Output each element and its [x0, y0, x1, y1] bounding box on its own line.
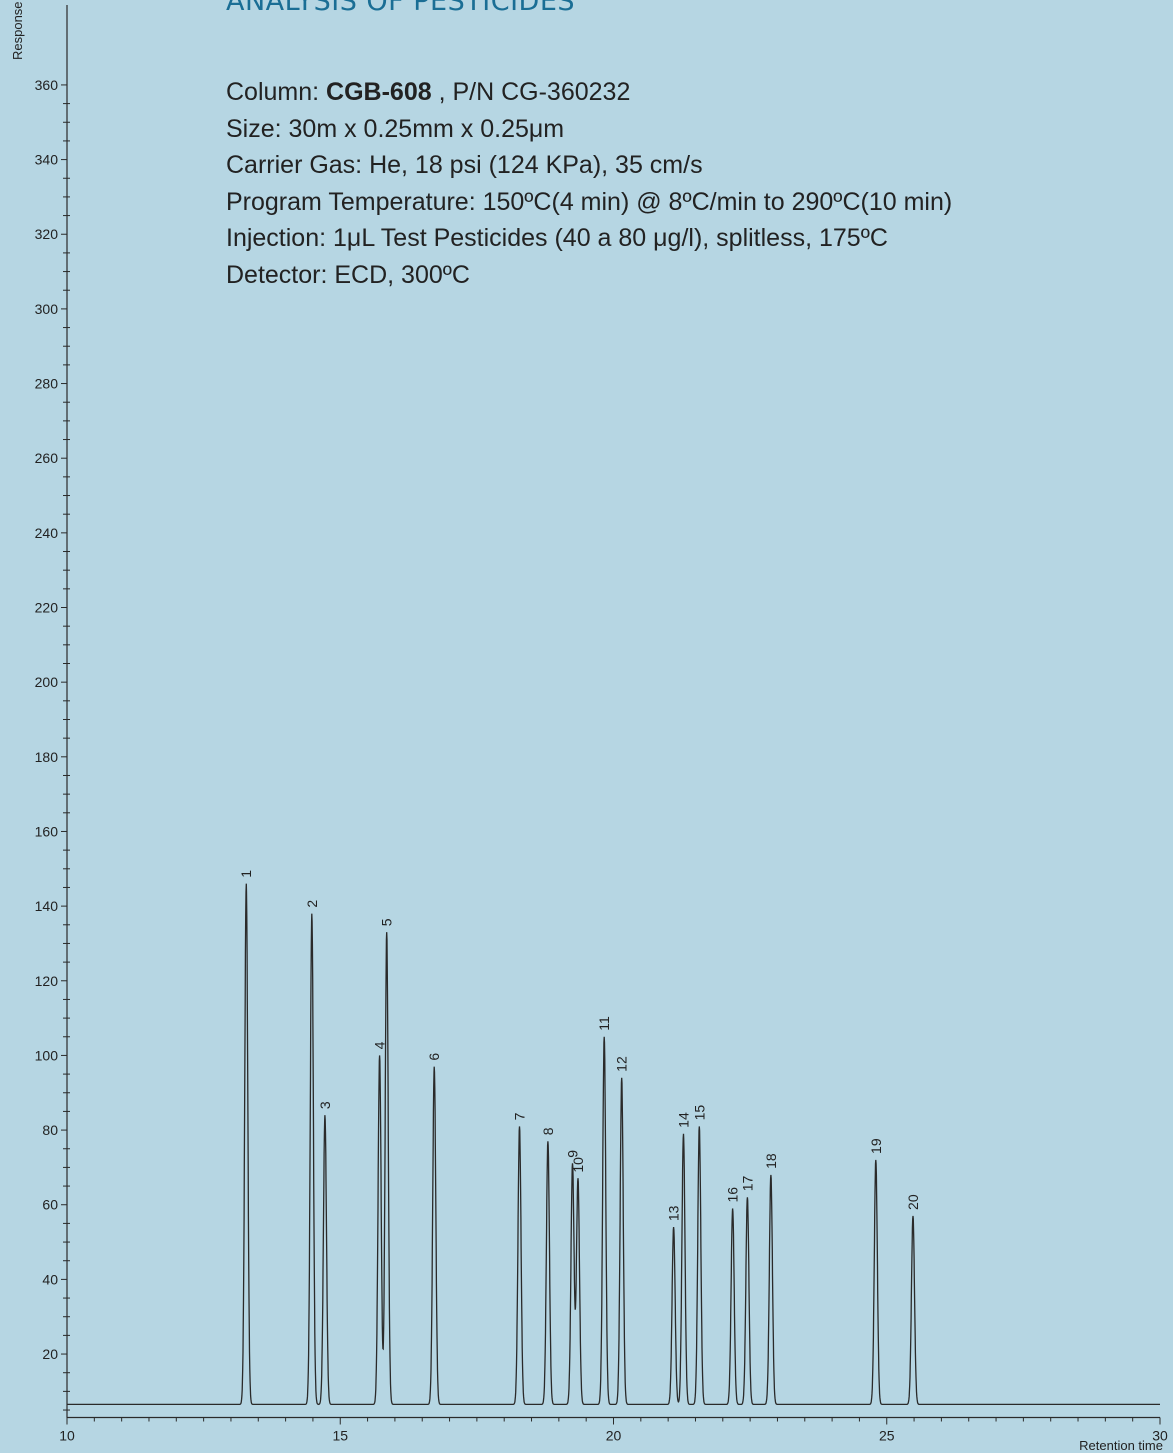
- size-line: Size: 30m x 0.25mm x 0.25μm: [226, 114, 565, 143]
- y-tick-label: 360: [35, 77, 59, 93]
- peak-label: 15: [691, 1105, 707, 1121]
- peak-label: 3: [317, 1101, 333, 1109]
- peak-label: 5: [379, 918, 395, 926]
- y-tick-label: 160: [35, 823, 59, 839]
- peak-label: 17: [739, 1175, 755, 1191]
- peak-label: 12: [614, 1056, 630, 1072]
- x-tick-label: 20: [606, 1428, 622, 1444]
- carrier-gas-line: Carrier Gas: He, 18 psi (124 KPa), 35 cm…: [226, 151, 703, 180]
- injection-line: Injection: 1μL Test Pesticides (40 a 80 …: [226, 224, 888, 253]
- y-tick-label: 200: [35, 674, 59, 690]
- peak-label: 2: [304, 900, 320, 908]
- detector-line: Detector: ECD, 300ºC: [226, 260, 470, 289]
- peak-label: 11: [596, 1016, 612, 1031]
- column-line: Column: CGB-608 , P/N CG-360232: [226, 74, 952, 111]
- y-tick-label: 120: [35, 973, 59, 989]
- chart-title: ANALYSIS OF PESTICIDES: [226, 0, 576, 17]
- y-tick-label: 140: [35, 898, 59, 914]
- y-tick-label: 300: [35, 301, 59, 317]
- y-tick-label: 340: [35, 152, 59, 168]
- peak-label: 14: [675, 1112, 691, 1128]
- x-tick-label: 15: [332, 1428, 348, 1444]
- peak-label: 13: [666, 1205, 682, 1221]
- y-tick-label: 180: [35, 749, 59, 765]
- y-tick-label: 320: [35, 226, 59, 242]
- peak-label: 4: [372, 1041, 388, 1049]
- y-tick-label: 20: [42, 1346, 58, 1362]
- column-name: CGB-608: [326, 78, 432, 106]
- peak-label: 18: [763, 1153, 779, 1169]
- peak-label: 1: [238, 870, 254, 878]
- x-tick-label: 10: [59, 1428, 75, 1444]
- column-part-number: , P/N CG-360232: [431, 78, 631, 106]
- y-tick-label: 220: [35, 600, 59, 616]
- y-tick-label: 100: [35, 1047, 59, 1063]
- y-tick-label: 40: [42, 1271, 58, 1287]
- y-axis-title: Response: [10, 1, 25, 60]
- peak-label: 20: [905, 1194, 921, 1210]
- peak-label: 16: [725, 1187, 741, 1203]
- peak-label: 8: [540, 1127, 556, 1135]
- y-tick-label: 60: [42, 1197, 58, 1213]
- peak-label: 9: [565, 1150, 581, 1158]
- method-conditions: Column: CGB-608 , P/N CG-360232 Size: 30…: [226, 74, 952, 294]
- column-prefix: Column:: [226, 78, 327, 106]
- peak-label: 19: [868, 1138, 884, 1154]
- x-tick-label: 25: [879, 1428, 895, 1444]
- x-tick-label: 30: [1152, 1428, 1168, 1444]
- axes: 2040608010012014016018020022024026028030…: [35, 5, 1168, 1444]
- peak-label: 7: [512, 1112, 528, 1120]
- y-tick-label: 240: [35, 525, 59, 541]
- program-temperature-line: Program Temperature: 150ºC(4 min) @ 8ºC/…: [226, 187, 953, 216]
- chromatogram-trace: [67, 883, 1160, 1406]
- peak-label: 10: [570, 1157, 586, 1173]
- y-tick-label: 280: [35, 376, 59, 392]
- peak-label: 6: [426, 1053, 442, 1061]
- y-tick-label: 260: [35, 450, 59, 466]
- x-axis-title: Retention time: [1079, 1438, 1163, 1453]
- y-tick-label: 80: [42, 1122, 58, 1138]
